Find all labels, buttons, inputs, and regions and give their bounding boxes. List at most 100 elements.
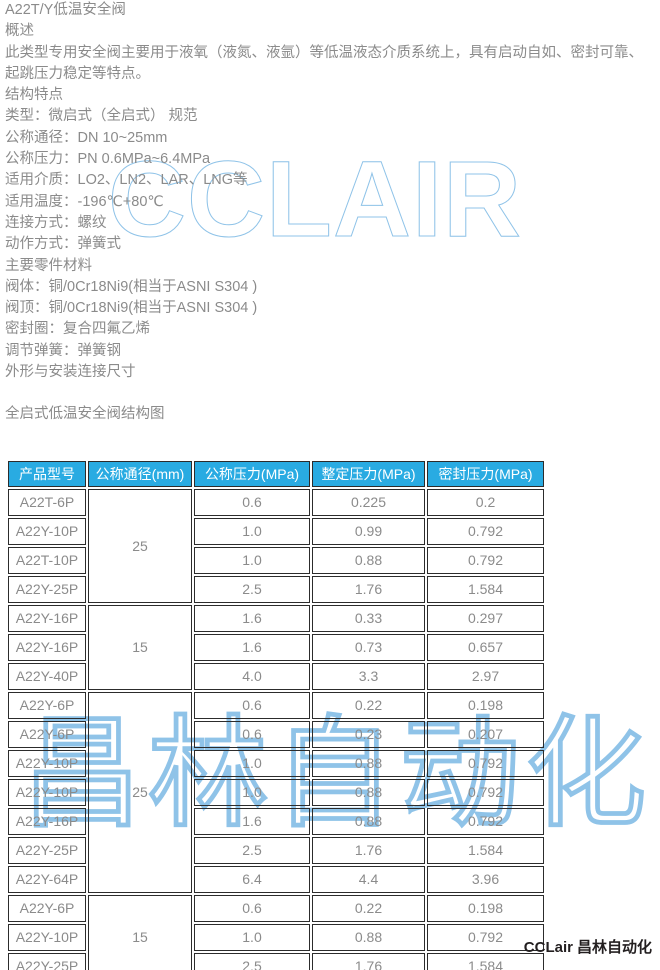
cell-set-pressure: 0.88 xyxy=(312,750,425,777)
spec-action: 动作方式：弹簧式 xyxy=(5,236,121,253)
cell-model: A22Y-10P xyxy=(8,750,86,777)
cell-seal-pressure: 0.198 xyxy=(427,895,544,922)
material-valve-top: 阀顶：铜/0Cr18Ni9(相当于ASNI S304 ) xyxy=(5,300,258,317)
spec-table-wrapper: 产品型号 公称通径(mm) 公称压力(MPa) 整定压力(MPa) 密封压力(M… xyxy=(6,459,546,970)
cell-model: A22Y-10P xyxy=(8,518,86,545)
cell-nominal-diameter: 15 xyxy=(88,605,192,690)
cell-nominal-pressure: 1.6 xyxy=(194,808,310,835)
table-row: A22Y-6P 0.6 0.23 0.207 xyxy=(8,721,544,748)
table-row: A22Y-25P 2.5 1.76 1.584 xyxy=(8,953,544,970)
cell-seal-pressure: 0.198 xyxy=(427,692,544,719)
spec-table: 产品型号 公称通径(mm) 公称压力(MPa) 整定压力(MPa) 密封压力(M… xyxy=(6,459,546,970)
cell-nominal-pressure: 0.6 xyxy=(194,489,310,516)
cell-nominal-pressure: 2.5 xyxy=(194,576,310,603)
spec-nominal-diameter: 公称通径：DN 10~25mm xyxy=(5,129,168,146)
page-title: A22T/Y低温安全阀 xyxy=(5,2,126,18)
cell-set-pressure: 1.76 xyxy=(312,953,425,970)
cell-seal-pressure: 0.792 xyxy=(427,518,544,545)
cell-model: A22Y-16P xyxy=(8,634,86,661)
cell-seal-pressure: 0.792 xyxy=(427,808,544,835)
table-row: A22Y-10P 1.0 0.88 0.792 xyxy=(8,924,544,951)
cell-seal-pressure: 1.584 xyxy=(427,837,544,864)
overview-body: 此类型专用安全阀主要用于液氧（液氮、液氩）等低温液态介质系统上，具有启动自如、密… xyxy=(5,44,643,82)
cell-seal-pressure: 0.207 xyxy=(427,721,544,748)
cell-seal-pressure: 0.2 xyxy=(427,489,544,516)
cell-nominal-pressure: 1.0 xyxy=(194,924,310,951)
cell-set-pressure: 0.99 xyxy=(312,518,425,545)
cell-nominal-pressure: 1.6 xyxy=(194,634,310,661)
table-row: A22Y-6P 15 0.6 0.22 0.198 xyxy=(8,895,544,970)
brand-logo: CCLair 昌林自动化 xyxy=(524,936,652,957)
cell-set-pressure: 0.73 xyxy=(312,634,425,661)
cell-model: A22Y-25P xyxy=(8,837,86,864)
cell-model: A22Y-6P xyxy=(8,895,86,922)
cell-model: A22Y-6P xyxy=(8,692,86,719)
cell-set-pressure: 1.76 xyxy=(312,576,425,603)
table-row: A22Y-40P 4.0 3.3 2.97 xyxy=(8,663,544,690)
cell-model: A22Y-16P xyxy=(8,605,86,632)
material-spring: 调节弹簧：弹簧钢 xyxy=(5,342,121,359)
table-row: A22Y-10P 1.0 0.99 0.792 xyxy=(8,518,544,545)
cell-nominal-pressure: 6.4 xyxy=(194,866,310,893)
cell-model: A22Y-40P xyxy=(8,663,86,690)
cell-set-pressure: 1.76 xyxy=(312,837,425,864)
document-text-block: A22T/Y低温安全阀 概述 此类型专用安全阀主要用于液氧（液氮、液氩）等低温液… xyxy=(5,0,655,426)
spec-table-head: 产品型号 公称通径(mm) 公称压力(MPa) 整定压力(MPa) 密封压力(M… xyxy=(8,461,544,487)
cell-seal-pressure: 0.792 xyxy=(427,924,544,951)
section-heading-structure: 结构特点 xyxy=(5,87,63,104)
cell-model: A22T-10P xyxy=(8,547,86,574)
cell-nominal-diameter: 25 xyxy=(88,692,192,893)
cell-nominal-pressure: 0.6 xyxy=(194,895,310,922)
table-header-row: 产品型号 公称通径(mm) 公称压力(MPa) 整定压力(MPa) 密封压力(M… xyxy=(8,461,544,487)
logo-chinese-text: 昌林自动化 xyxy=(576,939,652,956)
cell-model: A22Y-64P xyxy=(8,866,86,893)
cell-set-pressure: 0.88 xyxy=(312,808,425,835)
cell-nominal-diameter: 25 xyxy=(88,489,192,603)
spec-type: 类型：微启式（全启式） 规范 xyxy=(5,108,198,125)
cell-seal-pressure: 1.584 xyxy=(427,953,544,970)
table-row: A22Y-25P 2.5 1.76 1.584 xyxy=(8,576,544,603)
cell-seal-pressure: 0.792 xyxy=(427,547,544,574)
cell-seal-pressure: 0.792 xyxy=(427,779,544,806)
materials-heading: 主要零件材料 xyxy=(5,257,92,274)
table-row: A22Y-25P 2.5 1.76 1.584 xyxy=(8,837,544,864)
cell-nominal-pressure: 2.5 xyxy=(194,837,310,864)
cell-set-pressure: 3.3 xyxy=(312,663,425,690)
cell-set-pressure: 0.33 xyxy=(312,605,425,632)
cell-model: A22T-6P xyxy=(8,489,86,516)
cell-nominal-pressure: 2.5 xyxy=(194,953,310,970)
cell-set-pressure: 0.23 xyxy=(312,721,425,748)
cell-set-pressure: 0.88 xyxy=(312,779,425,806)
material-valve-body: 阀体：铜/0Cr18Ni9(相当于ASNI S304 ) xyxy=(5,278,258,295)
logo-latin-text: CCLair xyxy=(523,939,573,956)
section-heading-overview: 概述 xyxy=(5,23,34,40)
cell-nominal-pressure: 1.0 xyxy=(194,547,310,574)
col-header-set-pressure: 整定压力(MPa) xyxy=(312,461,425,487)
cell-nominal-pressure: 4.0 xyxy=(194,663,310,690)
col-header-nominal-pressure: 公称压力(MPa) xyxy=(194,461,310,487)
cell-model: A22Y-10P xyxy=(8,924,86,951)
cell-nominal-pressure: 1.0 xyxy=(194,750,310,777)
spec-medium: 适用介质：LO2、LN2、LAR、LNG等 xyxy=(5,172,248,189)
col-header-model: 产品型号 xyxy=(8,461,86,487)
material-seal-ring: 密封圈：复合四氟乙烯 xyxy=(5,321,150,338)
cell-seal-pressure: 3.96 xyxy=(427,866,544,893)
cell-model: A22Y-16P xyxy=(8,808,86,835)
cell-model: A22Y-25P xyxy=(8,576,86,603)
cell-seal-pressure: 0.657 xyxy=(427,634,544,661)
cell-set-pressure: 0.88 xyxy=(312,547,425,574)
dimensions-heading: 外形与安装连接尺寸 xyxy=(5,364,136,381)
cell-model: A22Y-25P xyxy=(8,953,86,970)
cell-set-pressure: 0.225 xyxy=(312,489,425,516)
cell-set-pressure: 0.22 xyxy=(312,895,425,922)
cell-nominal-diameter: 15 xyxy=(88,895,192,970)
table-row: A22Y-6P 25 0.6 0.22 0.198 xyxy=(8,692,544,893)
table-row: A22Y-10P 1.0 0.88 0.792 xyxy=(8,779,544,806)
cell-seal-pressure: 1.584 xyxy=(427,576,544,603)
cell-set-pressure: 0.88 xyxy=(312,924,425,951)
table-row: A22Y-16P 1.6 0.73 0.657 xyxy=(8,634,544,661)
text-spacer xyxy=(5,383,655,404)
cell-seal-pressure: 0.297 xyxy=(427,605,544,632)
cell-seal-pressure: 0.792 xyxy=(427,750,544,777)
